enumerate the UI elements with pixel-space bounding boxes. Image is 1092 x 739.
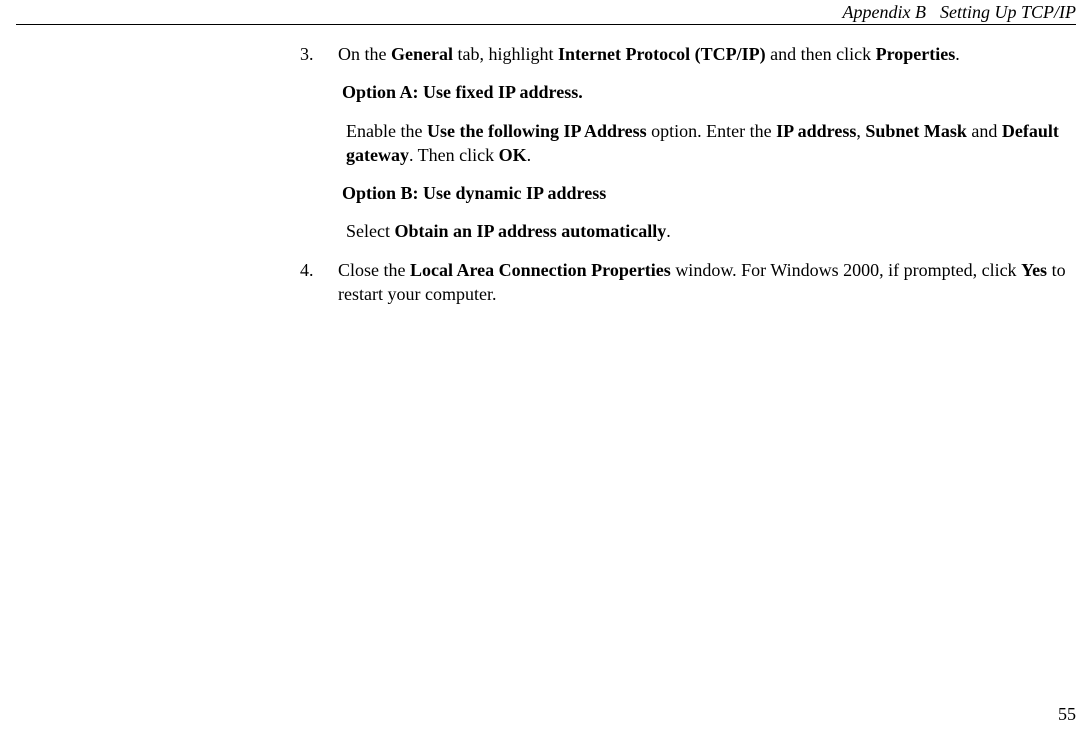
bold-run: Obtain an IP address automatically [394,221,666,241]
option-b-body: Select Obtain an IP address automaticall… [346,219,1076,243]
option-b-heading: Option B: Use dynamic IP address [342,181,1076,205]
body-content: 3. On the General tab, highlight Interne… [300,42,1076,320]
document-page: Appendix B Setting Up TCP/IP 3. On the Ge… [0,0,1092,739]
text-run: Select [346,221,394,241]
bold-run: General [391,44,453,64]
step-3-text: On the General tab, highlight Internet P… [338,42,1076,66]
text-run: . [527,145,532,165]
text-run: . [955,44,960,64]
bold-run: Local Area Connection Properties [410,260,671,280]
bold-run: Subnet Mask [865,121,967,141]
step-4: 4. Close the Local Area Connection Prope… [300,258,1076,307]
step-3-number: 3. [300,42,338,66]
bold-run: Use the following IP Address [427,121,647,141]
text-run: and then click [766,44,876,64]
text-run: . Then click [409,145,499,165]
text-run: On the [338,44,391,64]
text-run: , [856,121,865,141]
text-run: . [666,221,671,241]
text-run: Close the [338,260,410,280]
text-run: option. Enter the [647,121,776,141]
header-appendix: Appendix B [843,2,926,22]
bold-run: IP address [776,121,856,141]
step-4-text: Close the Local Area Connection Properti… [338,258,1076,307]
bold-run: Properties [876,44,956,64]
text-run: Enable the [346,121,427,141]
text-run: and [967,121,1002,141]
option-a-body: Enable the Use the following IP Address … [346,119,1076,168]
bold-run: OK [499,145,527,165]
step-3: 3. On the General tab, highlight Interne… [300,42,1076,66]
text-run: tab, highlight [453,44,558,64]
header-title: Setting Up TCP/IP [940,2,1076,22]
text-run: window. For Windows 2000, if prompted, c… [671,260,1021,280]
bold-run: Yes [1021,260,1047,280]
option-a-heading: Option A: Use fixed IP address. [342,80,1076,104]
step-4-number: 4. [300,258,338,307]
bold-run: Internet Protocol (TCP/IP) [558,44,766,64]
page-number: 55 [1058,704,1076,725]
running-header: Appendix B Setting Up TCP/IP [843,2,1076,23]
header-rule [16,24,1076,25]
